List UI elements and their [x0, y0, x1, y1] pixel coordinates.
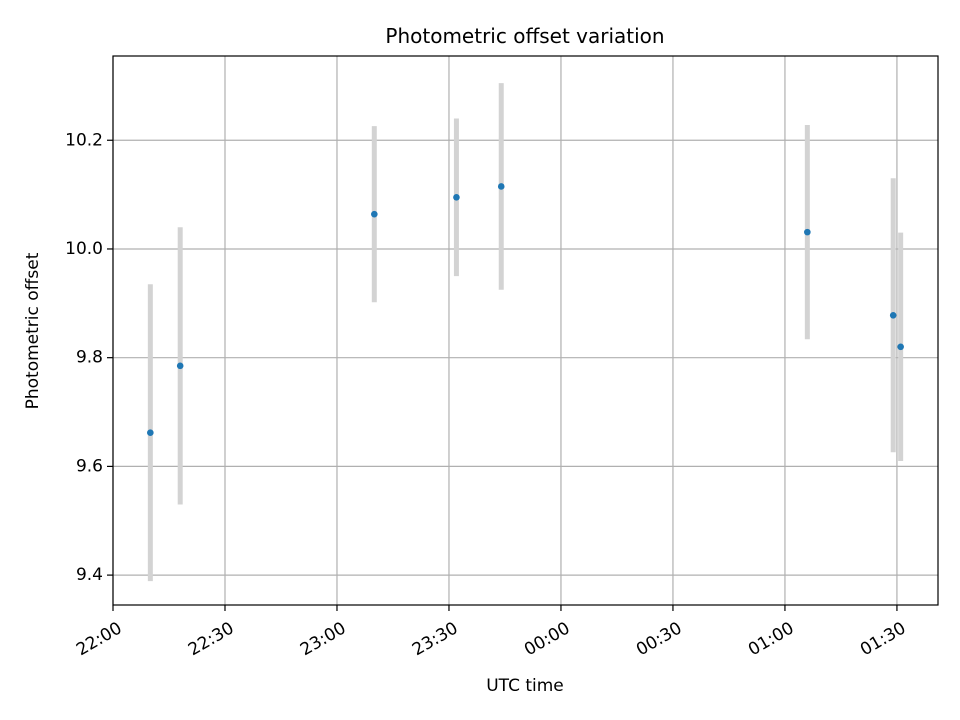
y-tick-label: 9.4 — [76, 565, 103, 585]
data-point — [371, 210, 378, 218]
y-tick-label: 9.6 — [76, 456, 103, 476]
x-axis-label: UTC time — [486, 676, 564, 696]
data-point — [176, 362, 184, 370]
y-tick-label: 10.0 — [65, 239, 103, 259]
data-point — [453, 194, 460, 201]
plot-frame — [112, 55, 939, 606]
data-point — [804, 228, 811, 236]
y-tick-label: 10.2 — [65, 130, 103, 150]
data-point — [497, 183, 505, 190]
data-point — [147, 429, 154, 436]
grid — [112, 56, 938, 605]
y-axis-ticks: 9.4 9.6 9.8 10.0 10.2 — [65, 130, 113, 585]
data-point — [897, 343, 904, 351]
y-tick-label: 9.8 — [76, 348, 103, 368]
y-axis-label: Photometric offset — [23, 252, 43, 409]
data-point — [889, 311, 897, 319]
chart-title: Photometric offset variation — [385, 24, 664, 48]
data-points — [147, 183, 904, 436]
